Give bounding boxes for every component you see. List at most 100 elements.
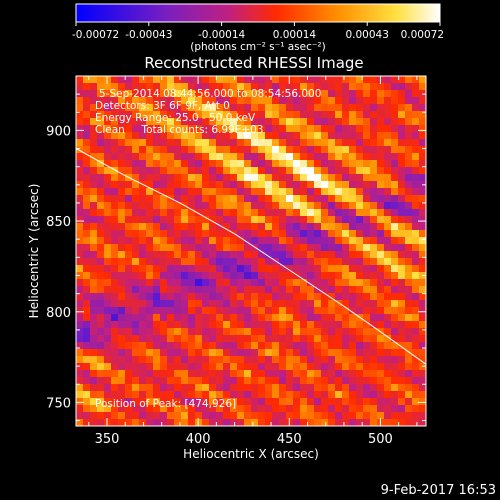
heatmap-cell bbox=[188, 167, 196, 175]
heatmap-cell bbox=[314, 188, 322, 196]
heatmap-cell bbox=[335, 230, 343, 238]
heatmap-cell bbox=[223, 83, 231, 91]
heatmap-cell bbox=[300, 321, 308, 329]
heatmap-cell bbox=[384, 118, 392, 126]
heatmap-cell bbox=[335, 328, 343, 336]
heatmap-cell bbox=[258, 356, 266, 364]
heatmap-cell bbox=[202, 216, 210, 224]
heatmap-cell bbox=[153, 125, 161, 133]
heatmap-cell bbox=[384, 202, 392, 210]
plot-frame bbox=[75, 75, 427, 427]
heatmap-cell bbox=[146, 300, 154, 308]
heatmap-cell bbox=[251, 398, 259, 406]
heatmap-cell bbox=[132, 314, 140, 322]
heatmap-cell bbox=[328, 153, 336, 161]
heatmap-cell bbox=[349, 279, 357, 287]
heatmap-cell bbox=[132, 279, 140, 287]
heatmap-cell bbox=[405, 279, 413, 287]
heatmap-cell bbox=[160, 272, 168, 280]
heatmap-cell bbox=[286, 160, 294, 168]
heatmap-cell bbox=[118, 335, 126, 343]
heatmap-cell bbox=[97, 405, 105, 413]
heatmap-cell bbox=[391, 223, 399, 231]
heatmap-cell bbox=[118, 370, 126, 378]
heatmap-cell bbox=[209, 279, 217, 287]
heatmap-cell bbox=[209, 314, 217, 322]
heatmap-cell bbox=[293, 90, 301, 98]
heatmap-cell bbox=[314, 342, 322, 350]
heatmap-cell bbox=[237, 195, 245, 203]
heatmap-cell bbox=[90, 146, 98, 154]
heatmap-cell bbox=[328, 391, 336, 399]
heatmap-cell bbox=[209, 398, 217, 406]
heatmap-cell bbox=[349, 111, 357, 119]
heatmap-cell bbox=[377, 244, 385, 252]
heatmap-cell bbox=[419, 139, 426, 147]
heatmap-cell bbox=[405, 244, 413, 252]
heatmap-cell bbox=[216, 244, 224, 252]
heatmap-cell bbox=[153, 293, 161, 301]
heatmap-cell bbox=[97, 377, 105, 385]
heatmap-cell bbox=[167, 356, 175, 364]
heatmap-cell bbox=[153, 258, 161, 266]
heatmap-cell bbox=[132, 307, 140, 315]
heatmap-cell bbox=[293, 83, 301, 91]
heatmap-cell bbox=[132, 83, 140, 91]
heatmap-cell bbox=[384, 209, 392, 217]
heatmap-cell bbox=[83, 90, 91, 98]
heatmap-cell bbox=[363, 132, 371, 140]
heatmap-cell bbox=[132, 174, 140, 182]
heatmap-cell bbox=[195, 328, 203, 336]
heatmap-cell bbox=[377, 293, 385, 301]
heatmap-cell bbox=[391, 398, 399, 406]
heatmap-cell bbox=[76, 265, 84, 273]
heatmap-cell bbox=[405, 97, 413, 105]
heatmap-cell bbox=[419, 146, 426, 154]
heatmap-cell bbox=[195, 181, 203, 189]
heatmap-cell bbox=[118, 391, 126, 399]
heatmap-cell bbox=[216, 83, 224, 91]
heatmap-cell bbox=[328, 237, 336, 245]
heatmap-cell bbox=[265, 237, 273, 245]
heatmap-cell bbox=[132, 153, 140, 161]
heatmap-cell bbox=[391, 286, 399, 294]
heatmap-cell bbox=[160, 90, 168, 98]
heatmap-cell bbox=[111, 251, 119, 259]
heatmap-cell bbox=[153, 384, 161, 392]
heatmap-cell bbox=[272, 132, 280, 140]
heatmap-cell bbox=[314, 335, 322, 343]
heatmap-cell bbox=[391, 111, 399, 119]
heatmap-cell bbox=[209, 342, 217, 350]
heatmap-cell bbox=[391, 335, 399, 343]
heatmap-cell bbox=[335, 76, 343, 84]
heatmap-cell bbox=[272, 384, 280, 392]
heatmap-cell bbox=[146, 258, 154, 266]
heatmap-cell bbox=[300, 293, 308, 301]
heatmap-cell bbox=[356, 335, 364, 343]
heatmap-cell bbox=[244, 153, 252, 161]
heatmap-cell bbox=[104, 384, 112, 392]
heatmap-cell bbox=[132, 209, 140, 217]
heatmap-cell bbox=[258, 195, 266, 203]
heatmap-cell bbox=[300, 251, 308, 259]
heatmap-cell bbox=[153, 83, 161, 91]
heatmap-cell bbox=[370, 90, 378, 98]
heatmap-cell bbox=[419, 405, 426, 413]
heatmap-cell bbox=[76, 279, 84, 287]
heatmap-cell bbox=[174, 202, 182, 210]
heatmap-cell bbox=[314, 153, 322, 161]
heatmap-cell bbox=[174, 188, 182, 196]
heatmap-cell bbox=[83, 384, 91, 392]
heatmap-cell bbox=[307, 146, 315, 154]
heatmap-cell bbox=[328, 160, 336, 168]
heatmap-cell bbox=[391, 258, 399, 266]
annotation-time-range: 5-Sep-2014 08:44:56.000 to 08:54:56.000 bbox=[99, 88, 321, 100]
heatmap-cell bbox=[118, 237, 126, 245]
heatmap-cell bbox=[321, 244, 329, 252]
heatmap-cell bbox=[223, 104, 231, 112]
heatmap-cell bbox=[251, 223, 259, 231]
heatmap-cell bbox=[328, 195, 336, 203]
heatmap-cell bbox=[328, 83, 336, 91]
heatmap-cell bbox=[125, 412, 133, 420]
heatmap-cell bbox=[258, 384, 266, 392]
